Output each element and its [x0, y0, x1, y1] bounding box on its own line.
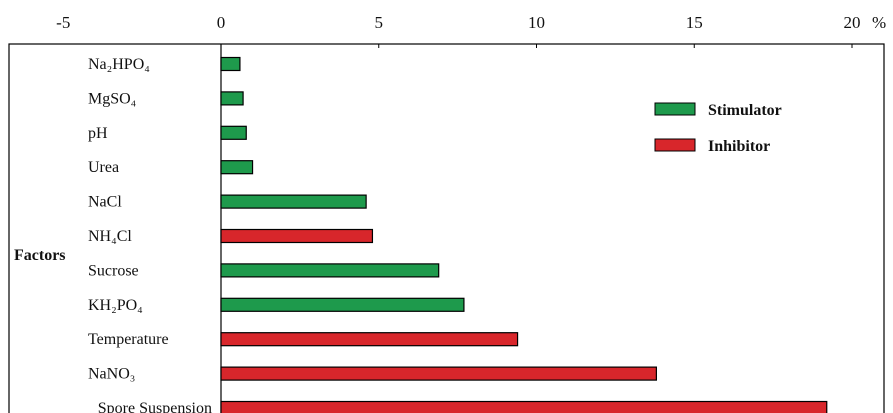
bar-7	[220, 263, 440, 278]
category-label: Spore Suspension	[98, 400, 212, 413]
bar-2	[220, 91, 244, 106]
plot-frame	[8, 43, 885, 413]
legend-swatch-stimulator	[654, 102, 696, 116]
category-label: Na₂HPO₄	[88, 56, 150, 73]
bar-4	[220, 160, 254, 175]
bar-6	[220, 228, 374, 244]
category-label: Urea	[88, 159, 119, 176]
x-tick-label: 20	[844, 13, 861, 32]
category-label: Sucrose	[88, 262, 139, 279]
category-labels: Na₂HPO₄ MgSO₄ pH Urea NaCl NH₄Cl Sucrose KH₂PO₄…	[88, 56, 212, 413]
legend-label-stimulator: Stimulator	[708, 102, 782, 119]
category-label: Temperature	[88, 331, 169, 348]
category-label: MgSO₄	[88, 90, 137, 107]
x-tick-label: 10	[528, 13, 545, 32]
bar-3	[220, 125, 247, 140]
x-axis-ticks: -5 0 5 10 15 20	[56, 13, 861, 48]
legend-swatch-inhibitor	[654, 138, 696, 152]
bar-1	[220, 56, 241, 72]
category-label: pH	[88, 125, 108, 142]
bar-5	[220, 194, 367, 209]
legend-label-inhibitor: Inhibitor	[708, 138, 770, 155]
bar-11	[220, 400, 828, 413]
bar-8	[220, 297, 465, 312]
x-tick-label: -5	[56, 13, 70, 32]
x-tick-label: 15	[686, 13, 703, 32]
bar-10	[220, 366, 657, 381]
category-label: KH₂PO₄	[88, 297, 143, 314]
category-label: NH₄Cl	[88, 228, 132, 245]
bar-9	[220, 332, 519, 347]
y-axis-title: Factors	[14, 247, 66, 264]
x-tick-label: 0	[217, 13, 226, 32]
bars	[220, 56, 828, 413]
x-unit-label: %	[872, 13, 886, 32]
x-tick-label: 5	[375, 13, 384, 32]
category-label: NaNO₃	[88, 366, 135, 383]
legend: Stimulator Inhibitor	[654, 102, 782, 155]
category-label: NaCl	[88, 194, 122, 211]
